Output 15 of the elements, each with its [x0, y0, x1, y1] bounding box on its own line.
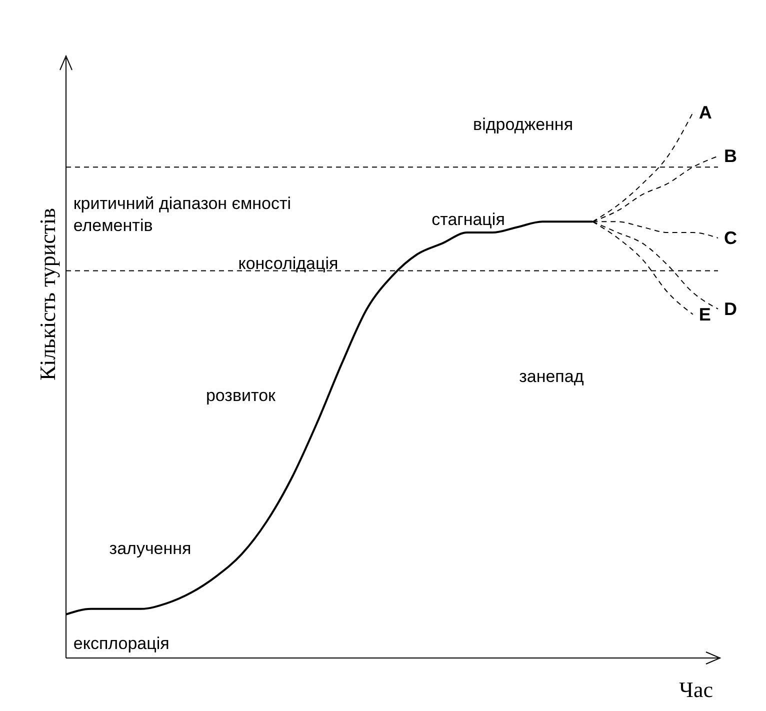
annotation: відродження: [473, 114, 574, 136]
annotation: стагнація: [432, 208, 506, 231]
series-label: C: [724, 228, 737, 248]
series-label: E: [698, 304, 711, 324]
annotation: критичний діапазон ємності елементів: [73, 193, 292, 238]
annotation: експлорація: [73, 632, 170, 655]
annotation: залучення: [109, 538, 192, 560]
x-axis-title: Час: [679, 677, 714, 702]
annotation: консолідація: [238, 253, 340, 276]
y-axis-title: Кількість туристів: [34, 208, 60, 380]
series-label: B: [724, 146, 737, 166]
annotation: занепад: [519, 366, 585, 388]
series-label: A: [698, 102, 712, 123]
annotation: розвиток: [206, 385, 276, 408]
series-label: D: [724, 298, 737, 319]
